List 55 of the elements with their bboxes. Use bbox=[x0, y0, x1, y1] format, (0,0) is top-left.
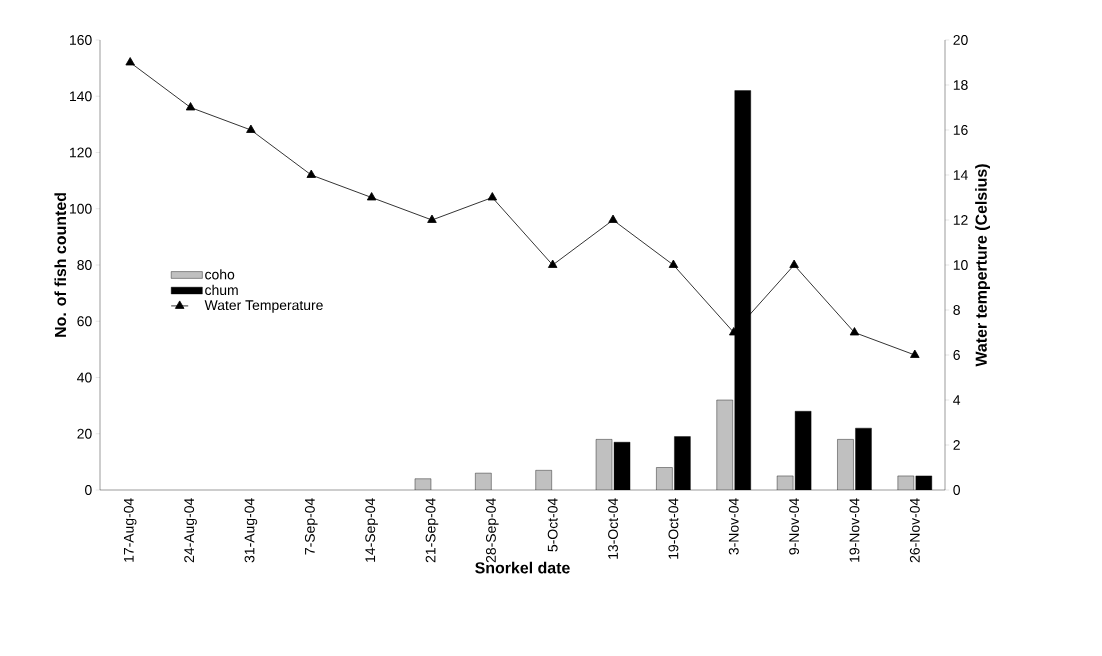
y2-tick-label: 2 bbox=[953, 440, 960, 450]
point bbox=[849, 327, 860, 336]
y2-axis-title: Water temperture (Celsius) bbox=[975, 164, 990, 367]
point bbox=[487, 192, 498, 201]
y2-tick-label: 6 bbox=[953, 350, 960, 360]
point bbox=[547, 259, 558, 268]
y2-tick-label: 20 bbox=[953, 35, 968, 45]
y-tick-label: 80 bbox=[77, 260, 92, 270]
legend-label: chum bbox=[205, 284, 238, 296]
x-tick-label: 7-Sep-04 bbox=[304, 498, 318, 555]
x-tick-label: 19-Nov-04 bbox=[849, 498, 860, 562]
y-tick-label: 120 bbox=[70, 147, 92, 158]
x-tick-label: 19-Oct-04 bbox=[668, 498, 679, 559]
y-tick-label: 160 bbox=[70, 35, 92, 45]
y2-tick-label: 8 bbox=[953, 305, 960, 315]
y-tick-label: 0 bbox=[85, 485, 92, 495]
x-tick-label: 3-Nov-04 bbox=[728, 498, 739, 555]
y2-tick-label: 10 bbox=[953, 260, 968, 270]
y2-tick-label: 4 bbox=[953, 395, 961, 405]
y2-tick-label: 16 bbox=[953, 125, 968, 135]
x-tick-label: 31-Aug-04 bbox=[244, 498, 258, 563]
y-tick-label: 100 bbox=[70, 203, 92, 214]
y2-tick-label: 12 bbox=[953, 215, 968, 225]
y-tick-label: 20 bbox=[77, 428, 92, 439]
point bbox=[306, 169, 316, 178]
point bbox=[789, 259, 799, 268]
y2-tick-label: 0 bbox=[953, 485, 960, 495]
point bbox=[125, 57, 135, 66]
legend-label: coho bbox=[205, 269, 235, 280]
x-tick-label: 14-Sep-04 bbox=[365, 498, 378, 562]
point bbox=[185, 102, 196, 111]
bar bbox=[716, 400, 733, 490]
y-tick-label: 40 bbox=[77, 372, 92, 383]
y-tick-label: 60 bbox=[77, 316, 92, 327]
y-tick-label: 140 bbox=[70, 91, 92, 102]
x-tick-label: 17-Aug-04 bbox=[123, 498, 137, 562]
x-tick-label: 21-Sep-04 bbox=[425, 498, 439, 563]
x-axis-title: Snorkel date bbox=[475, 561, 570, 574]
x-tick-label: 13-Oct-04 bbox=[608, 498, 618, 559]
y2-tick-label: 18 bbox=[953, 80, 968, 90]
legend-label: Water Temperature bbox=[204, 300, 323, 313]
point bbox=[366, 192, 377, 201]
x-tick-label: 9-Nov-04 bbox=[789, 498, 800, 555]
point bbox=[608, 214, 618, 223]
x-tick-label: 5-Oct-04 bbox=[547, 498, 558, 552]
x-tick-label: 26-Nov-04 bbox=[909, 498, 920, 563]
y2-tick-label: 14 bbox=[953, 170, 968, 180]
bar bbox=[837, 439, 854, 490]
point bbox=[910, 349, 920, 358]
point bbox=[668, 259, 679, 268]
point bbox=[246, 124, 256, 133]
x-tick-label: 28-Sep-04 bbox=[486, 498, 499, 563]
y-axis-title: No. of fish counted bbox=[54, 193, 67, 337]
x-tick-label: 24-Aug-04 bbox=[184, 498, 197, 563]
point bbox=[427, 214, 437, 223]
